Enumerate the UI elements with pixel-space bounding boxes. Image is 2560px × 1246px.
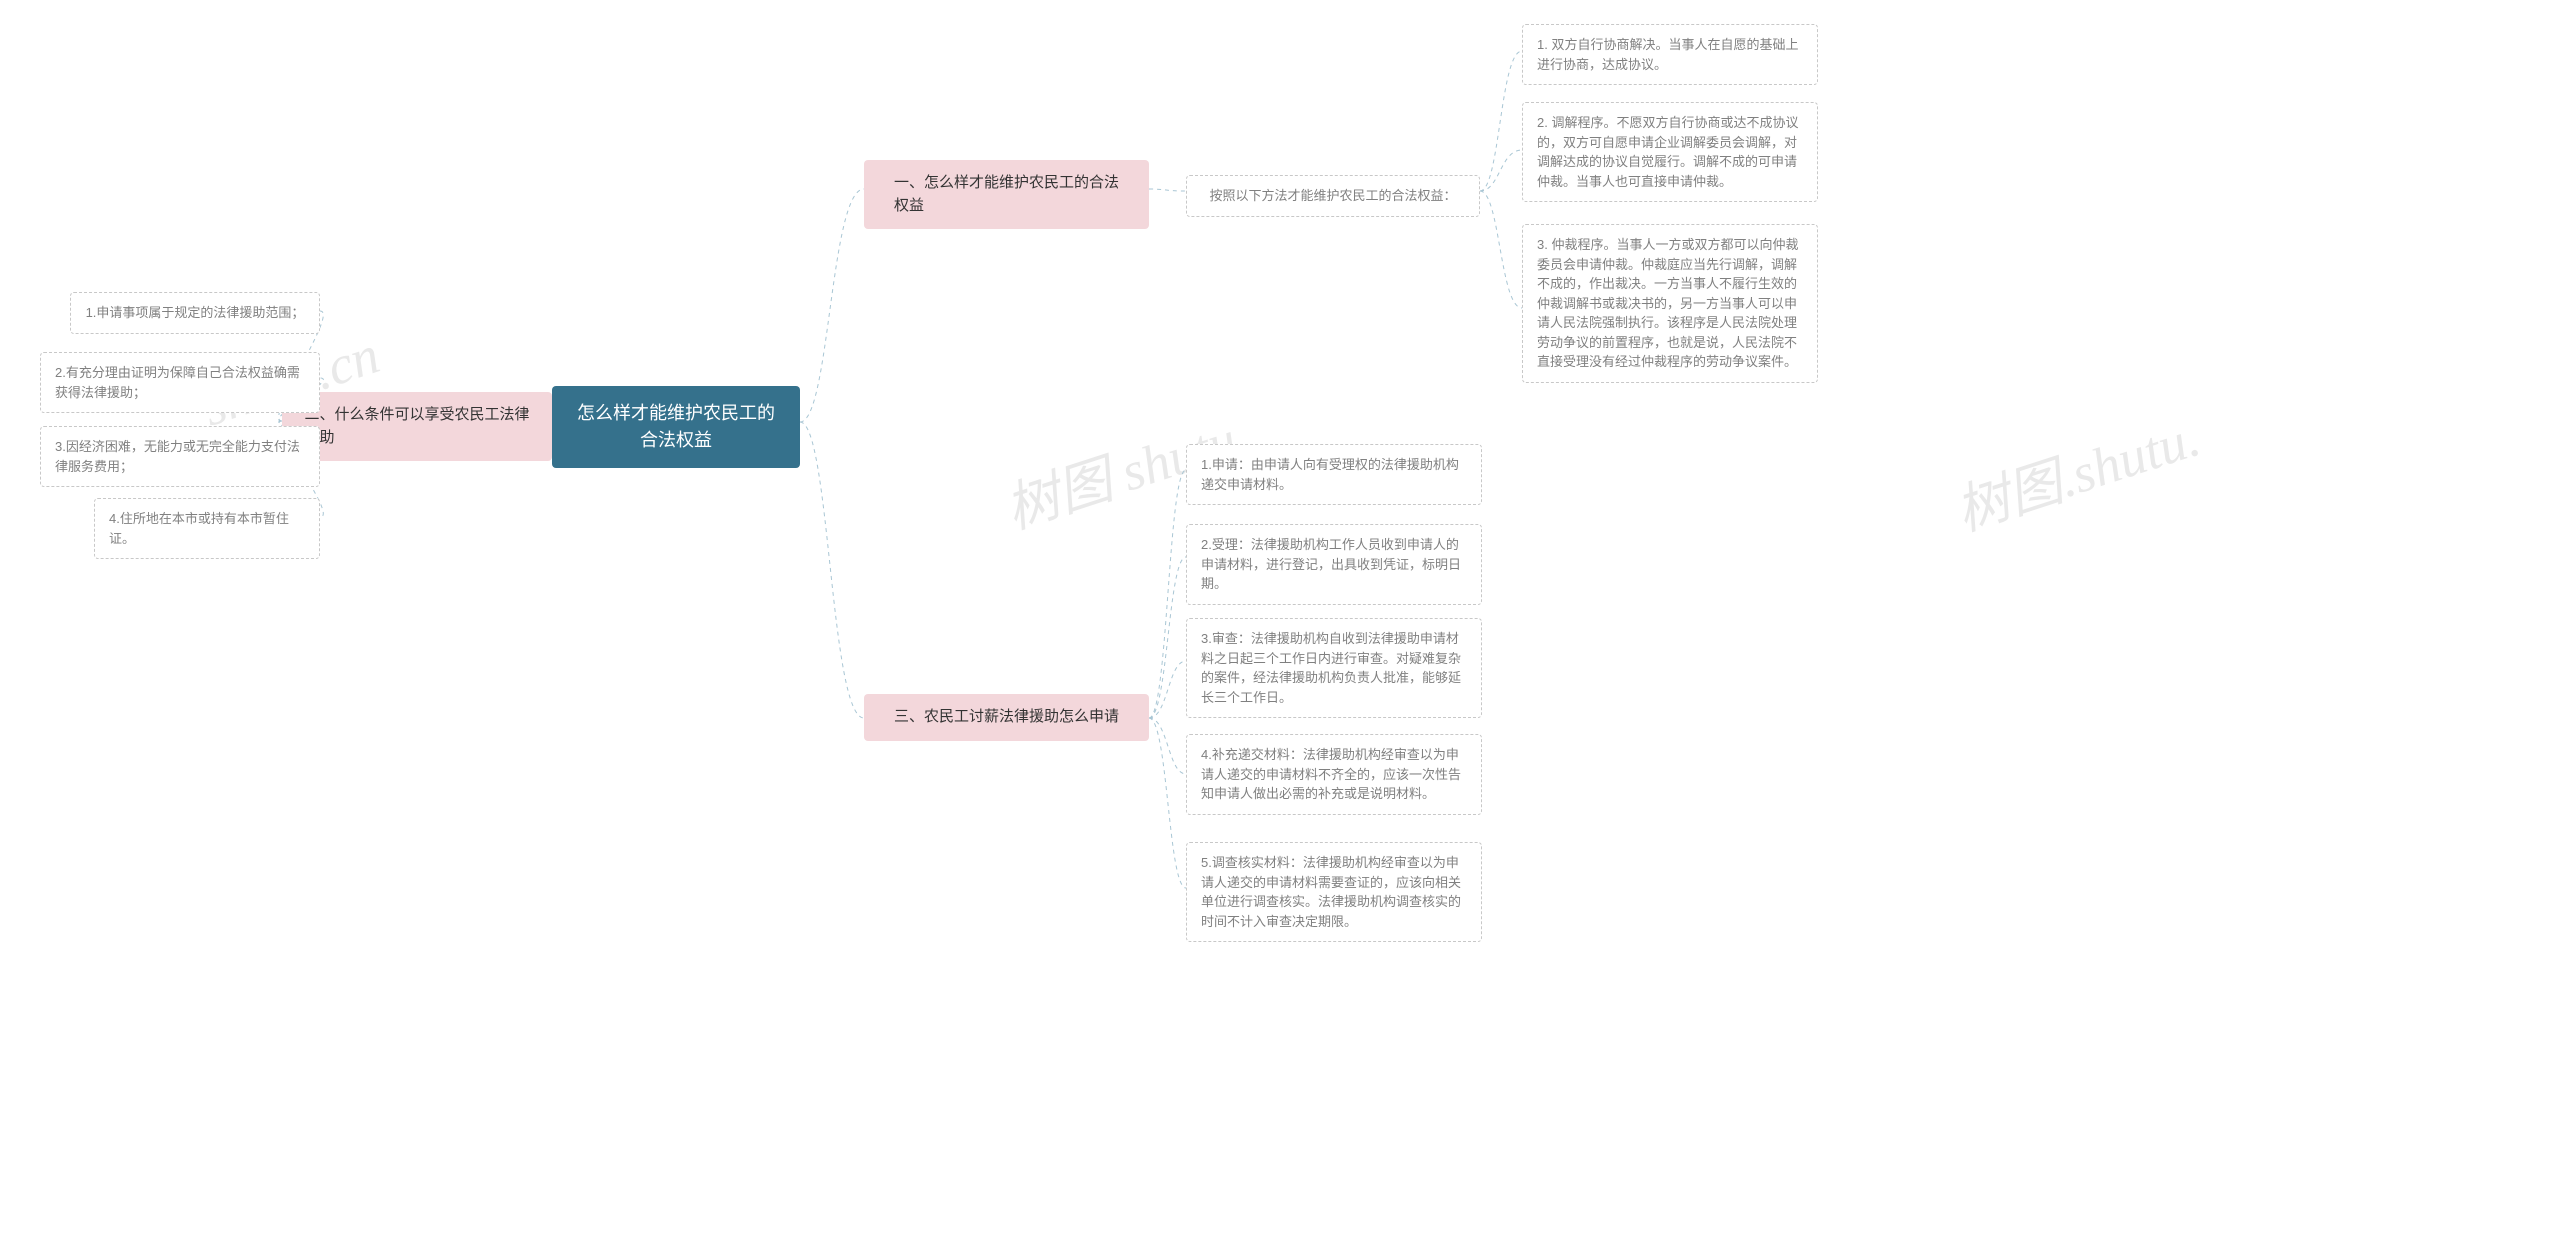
leaf-b1-1[interactable]: 1. 双方自行协商解决。当事人在自愿的基础上进行协商，达成协议。	[1522, 24, 1818, 85]
leaf-b2-1[interactable]: 1.申请事项属于规定的法律援助范围；	[70, 292, 320, 334]
leaf-b1-3[interactable]: 3. 仲裁程序。当事人一方或双方都可以向仲裁委员会申请仲裁。仲裁庭应当先行调解，…	[1522, 224, 1818, 383]
root-label: 怎么样才能维护农民工的合法权益	[577, 400, 775, 454]
leaf-label: 1. 双方自行协商解决。当事人在自愿的基础上进行协商，达成协议。	[1537, 35, 1803, 74]
leaf-b1-bridge[interactable]: 按照以下方法才能维护农民工的合法权益：	[1186, 175, 1480, 217]
leaf-label: 1.申请：由申请人向有受理权的法律援助机构递交申请材料。	[1201, 455, 1467, 494]
branch-label: 二、什么条件可以享受农民工法律援助	[304, 404, 529, 449]
leaf-label: 1.申请事项属于规定的法律援助范围；	[86, 303, 305, 323]
leaf-b2-4[interactable]: 4.住所地在本市或持有本市暂住证。	[94, 498, 320, 559]
leaf-label: 2.有充分理由证明为保障自己合法权益确需获得法律援助；	[55, 363, 305, 402]
leaf-label: 4.住所地在本市或持有本市暂住证。	[109, 509, 305, 548]
leaf-b1-2[interactable]: 2. 调解程序。不愿双方自行协商或达不成协议的，双方可自愿申请企业调解委员会调解…	[1522, 102, 1818, 202]
watermark: 树图.shutu.	[1944, 393, 2208, 546]
leaf-b3-2[interactable]: 2.受理：法律援助机构工作人员收到申请人的申请材料，进行登记，出具收到凭证，标明…	[1186, 524, 1482, 605]
leaf-label: 3.因经济困难，无能力或无完全能力支付法律服务费用；	[55, 437, 305, 476]
branch-section-2[interactable]: 二、什么条件可以享受农民工法律援助	[282, 392, 552, 461]
leaf-b3-5[interactable]: 5.调查核实材料：法律援助机构经审查以为申请人递交的申请材料需要查证的，应该向相…	[1186, 842, 1482, 942]
leaf-label: 4.补充递交材料：法律援助机构经审查以为申请人递交的申请材料不齐全的，应该一次性…	[1201, 745, 1467, 804]
leaf-label: 按照以下方法才能维护农民工的合法权益：	[1209, 186, 1456, 206]
leaf-b3-4[interactable]: 4.补充递交材料：法律援助机构经审查以为申请人递交的申请材料不齐全的，应该一次性…	[1186, 734, 1482, 815]
branch-section-1[interactable]: 一、怎么样才能维护农民工的合法权益	[864, 160, 1149, 229]
leaf-label: 2.受理：法律援助机构工作人员收到申请人的申请材料，进行登记，出具收到凭证，标明…	[1201, 535, 1467, 594]
branch-section-3[interactable]: 三、农民工讨薪法律援助怎么申请	[864, 694, 1149, 741]
leaf-label: 5.调查核实材料：法律援助机构经审查以为申请人递交的申请材料需要查证的，应该向相…	[1201, 853, 1467, 931]
leaf-b2-2[interactable]: 2.有充分理由证明为保障自己合法权益确需获得法律援助；	[40, 352, 320, 413]
leaf-b3-1[interactable]: 1.申请：由申请人向有受理权的法律援助机构递交申请材料。	[1186, 444, 1482, 505]
leaf-label: 3. 仲裁程序。当事人一方或双方都可以向仲裁委员会申请仲裁。仲裁庭应当先行调解，…	[1537, 235, 1803, 372]
leaf-label: 2. 调解程序。不愿双方自行协商或达不成协议的，双方可自愿申请企业调解委员会调解…	[1537, 113, 1803, 191]
leaf-label: 3.审查：法律援助机构自收到法律援助申请材料之日起三个工作日内进行审查。对疑难复…	[1201, 629, 1467, 707]
leaf-b3-3[interactable]: 3.审查：法律援助机构自收到法律援助申请材料之日起三个工作日内进行审查。对疑难复…	[1186, 618, 1482, 718]
mindmap-root[interactable]: 怎么样才能维护农民工的合法权益	[552, 386, 800, 468]
branch-label: 一、怎么样才能维护农民工的合法权益	[894, 172, 1119, 217]
leaf-b2-3[interactable]: 3.因经济困难，无能力或无完全能力支付法律服务费用；	[40, 426, 320, 487]
branch-label: 三、农民工讨薪法律援助怎么申请	[894, 706, 1119, 729]
